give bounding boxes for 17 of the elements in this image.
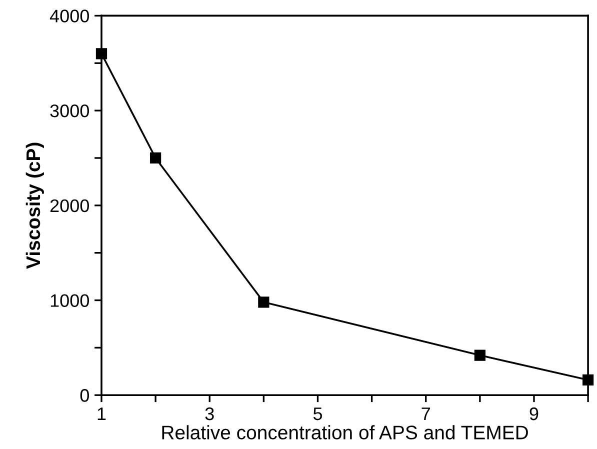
point <box>258 296 270 308</box>
x-tick-label: 9 <box>530 407 538 420</box>
point <box>96 48 108 60</box>
point <box>150 152 162 164</box>
y-tick-label: 0 <box>80 389 89 402</box>
y-tick-label: 1000 <box>50 294 89 307</box>
y-tick-label: 4000 <box>50 10 89 22</box>
point <box>582 374 594 386</box>
y-tick-label: 2000 <box>50 199 89 212</box>
point <box>474 350 486 361</box>
x-tick-label: 1 <box>98 408 106 420</box>
x-axis-title: Relative concentration of APS and TEMED <box>162 425 528 440</box>
x-tick-label: 7 <box>422 408 430 420</box>
y-tick-label: 3000 <box>50 104 89 118</box>
x-tick-label: 5 <box>313 408 322 420</box>
x-tick-label: 3 <box>205 407 214 420</box>
y-axis-title: Viscosity (cP) <box>26 142 44 269</box>
